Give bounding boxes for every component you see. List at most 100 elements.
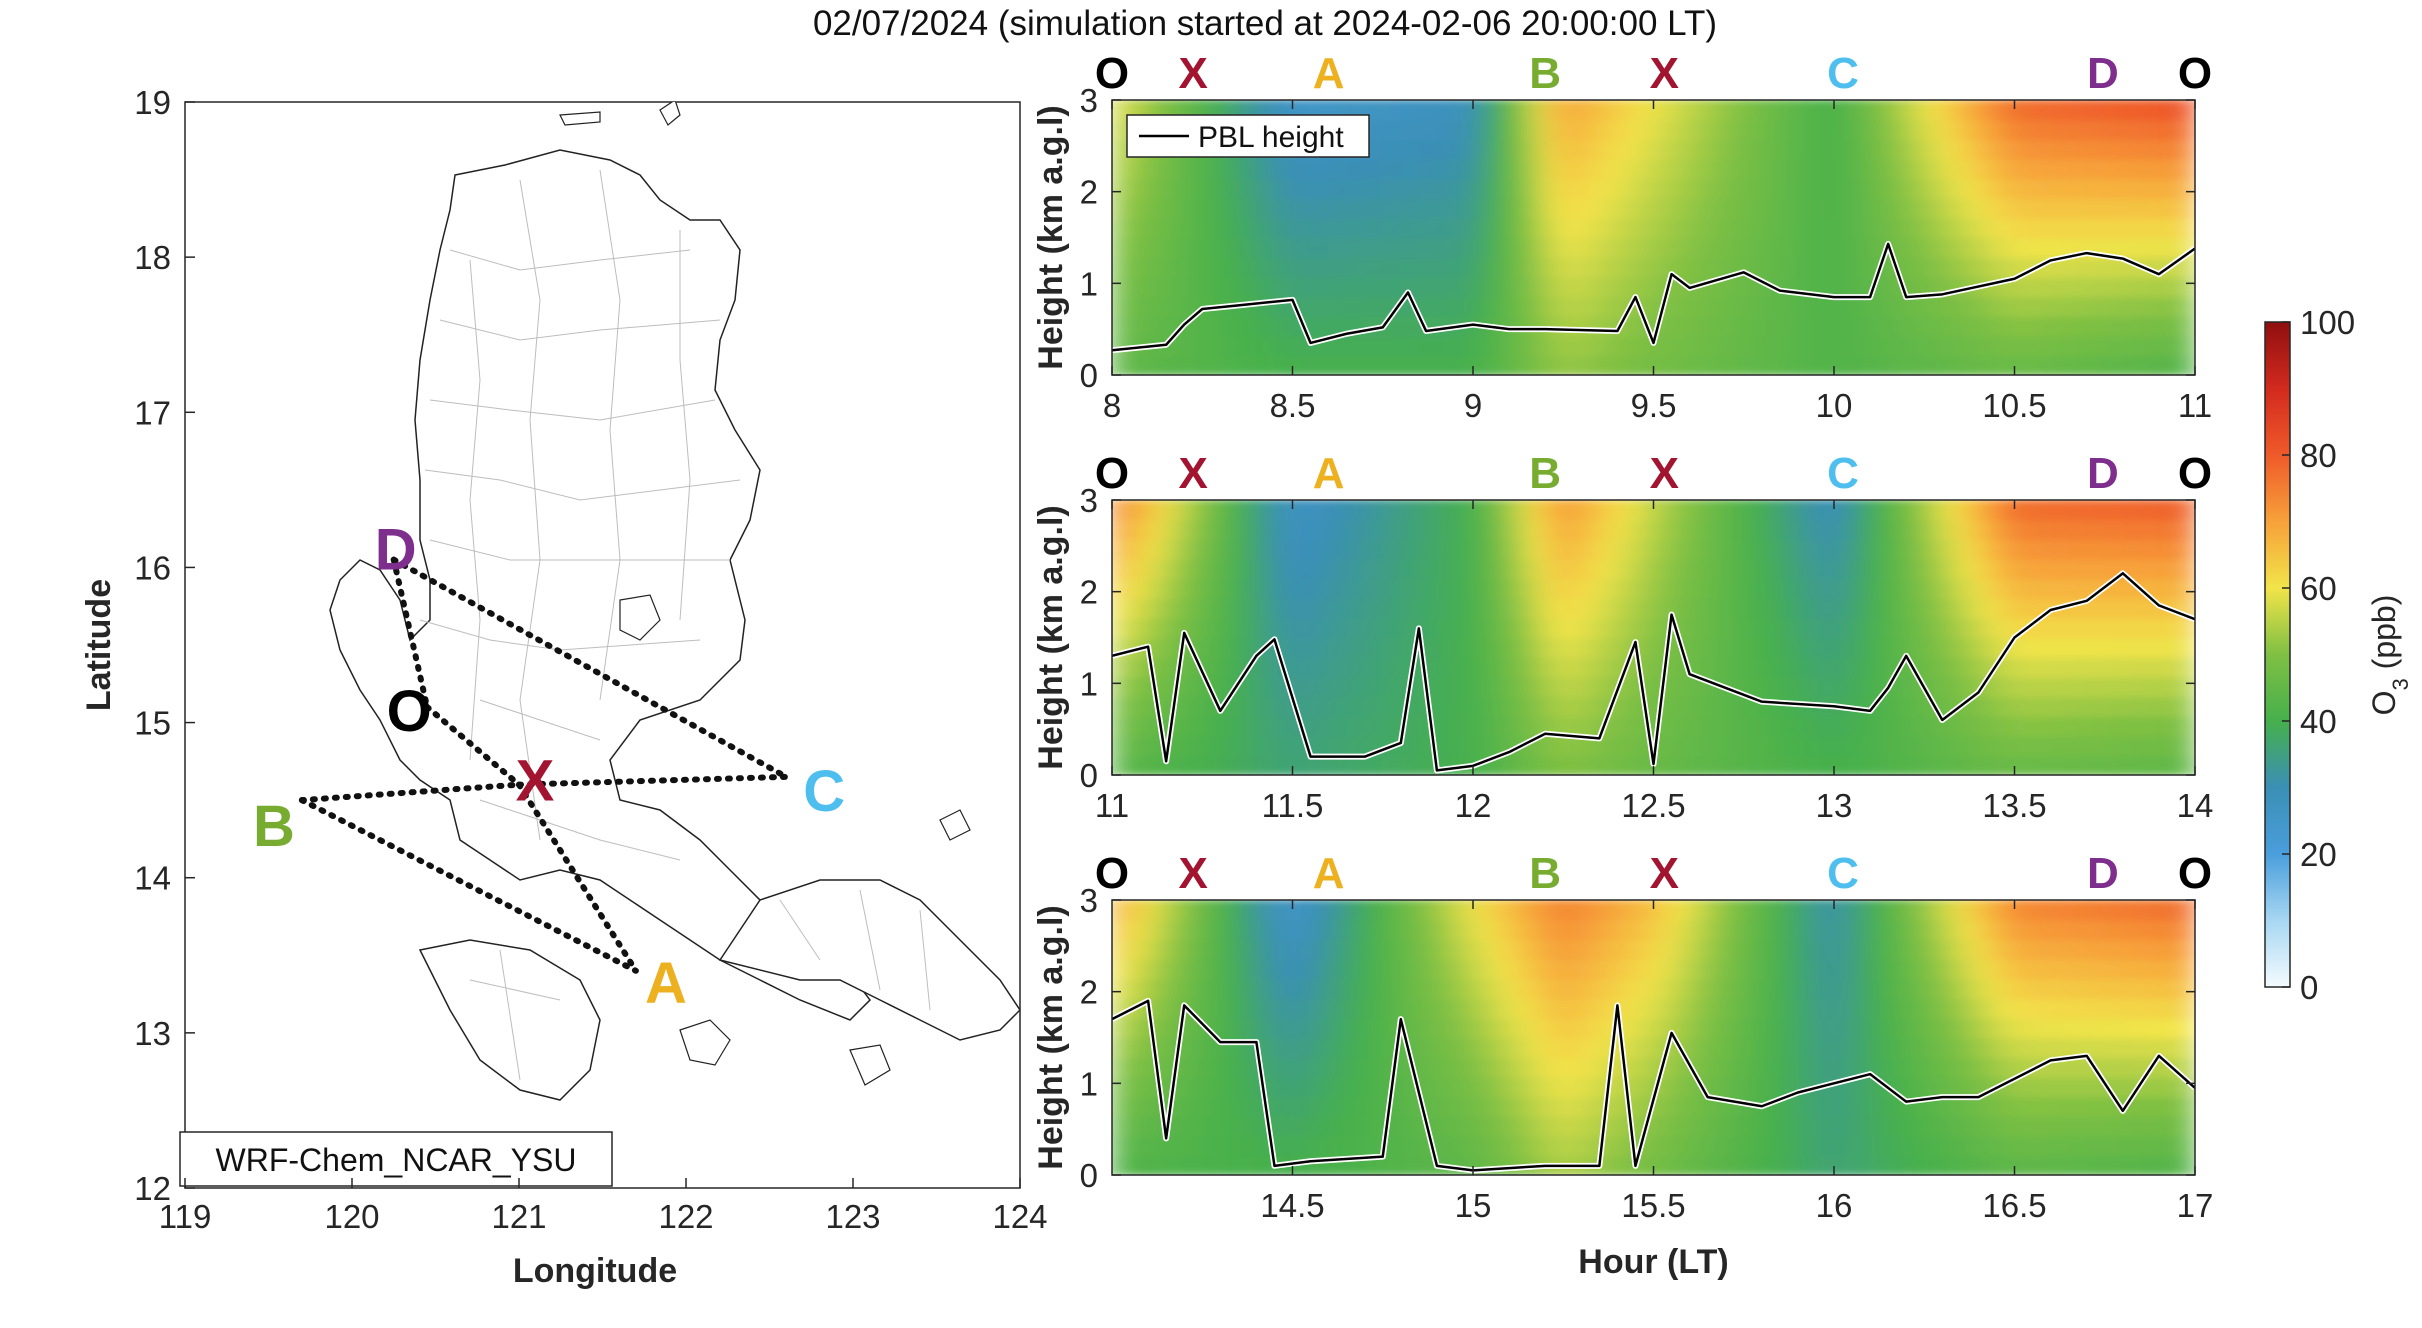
o3-cell: [1833, 1115, 1854, 1137]
o3-cell: [1796, 616, 1817, 639]
o3-cell: [1309, 957, 1330, 980]
o3-cell: [1616, 354, 1637, 375]
o3-cell: [1706, 354, 1727, 375]
o3-cell: [1327, 695, 1348, 718]
o3-cell: [1363, 977, 1384, 1000]
o3-cell: [1544, 754, 1565, 775]
o3-cell: [1760, 734, 1781, 757]
o3-cell: [1616, 275, 1637, 298]
o3-cell: [1273, 1134, 1294, 1157]
o3-cell: [1814, 157, 1835, 180]
o3-cell: [1291, 197, 1312, 219]
o3-cell: [1201, 315, 1222, 337]
o3-cell: [1580, 597, 1601, 619]
o3-cell: [1742, 216, 1763, 239]
o3-cell: [1959, 295, 1980, 318]
o3-cell: [1724, 500, 1745, 521]
o3-cell: [1742, 1075, 1763, 1098]
o3-cell: [1869, 918, 1890, 941]
o3-cell: [1129, 616, 1150, 639]
o3-cell: [1435, 538, 1456, 560]
o3-cell: [1814, 1154, 1835, 1175]
o3-cell: [1652, 1016, 1673, 1039]
o3-cell: [1833, 557, 1854, 580]
o3-cell: [1327, 675, 1348, 698]
route-line-x-a: [516, 781, 639, 974]
o3-cell: [1544, 900, 1565, 921]
ylabel: Height (km a.g.l): [1032, 105, 1070, 369]
o3-cell: [1526, 577, 1547, 600]
o3-cell: [1851, 138, 1872, 160]
o3-cell: [2175, 577, 2195, 600]
o3-cell: [1851, 157, 1872, 180]
o3-cell: [2121, 1115, 2142, 1137]
o3-cell: [1995, 1036, 2016, 1059]
o3-cell: [1923, 1036, 1944, 1059]
o3-cell: [2139, 656, 2160, 678]
o3-cell: [1580, 577, 1601, 600]
o3-cell: [1869, 557, 1890, 580]
o3-cell: [1219, 597, 1240, 619]
o3-cell: [1508, 538, 1529, 560]
o3-cell: [1381, 957, 1402, 980]
o3-cell: [1219, 957, 1240, 980]
o3-cell: [1453, 177, 1474, 200]
o3-cell: [1833, 734, 1854, 757]
o3-cell: [2013, 275, 2034, 298]
o3-cell: [1201, 157, 1222, 180]
o3-cell: [1183, 157, 1204, 180]
o3-cell: [1490, 334, 1511, 357]
o3-cell: [1273, 1056, 1294, 1078]
o3-cell: [1112, 734, 1132, 757]
o3-cell: [1742, 900, 1763, 921]
o3-cell: [2049, 1036, 2070, 1059]
o3-cell: [1616, 734, 1637, 757]
o3-cell: [2175, 1036, 2195, 1059]
o3-cell: [1887, 538, 1908, 560]
o3-cell: [1995, 500, 2016, 521]
o3-cell: [2103, 636, 2124, 659]
o3-cell: [2157, 656, 2178, 678]
o3-cell: [1327, 538, 1348, 560]
o3-cell: [1833, 577, 1854, 600]
o3-cell: [1941, 1154, 1962, 1175]
o3-cell: [1237, 1134, 1258, 1157]
o3-cell: [1580, 675, 1601, 698]
o3-cell: [1887, 216, 1908, 239]
o3-cell: [1634, 616, 1655, 639]
o3-cell: [1417, 334, 1438, 357]
o3-cell: [1562, 138, 1583, 160]
o3-cell: [1887, 597, 1908, 619]
o3-cell: [2049, 695, 2070, 718]
o3-cell: [1634, 1075, 1655, 1098]
o3-cell: [1345, 256, 1366, 278]
o3-cell: [1905, 256, 1926, 278]
o3-cell: [1508, 500, 1529, 521]
o3-cell: [1165, 597, 1186, 619]
o3-cell: [1580, 256, 1601, 278]
o3-cell: [2031, 675, 2052, 698]
o3-cell: [1887, 918, 1908, 941]
o3-cell: [1453, 577, 1474, 600]
o3-cell: [1201, 597, 1222, 619]
o3-cell: [2175, 977, 2195, 1000]
o3-cell: [1399, 557, 1420, 580]
o3-cell: [1219, 1075, 1240, 1098]
o3-cell: [2121, 918, 2142, 941]
o3-cell: [1544, 616, 1565, 639]
map-point-c-label: C: [803, 759, 845, 824]
o3-cell: [1112, 1095, 1132, 1118]
o3-cell: [1634, 138, 1655, 160]
o3-cell: [1670, 957, 1691, 980]
o3-cell: [1237, 157, 1258, 180]
o3-cell: [1742, 334, 1763, 357]
o3-cell: [1941, 354, 1962, 375]
o3-cell: [2139, 675, 2160, 698]
o3-cell: [1165, 616, 1186, 639]
o3-cell: [1706, 715, 1727, 737]
o3-cell: [2157, 577, 2178, 600]
o3-cell: [1833, 754, 1854, 775]
o3-cell: [2049, 1154, 2070, 1175]
o3-cell: [1995, 918, 2016, 941]
o3-cell: [1255, 977, 1276, 1000]
